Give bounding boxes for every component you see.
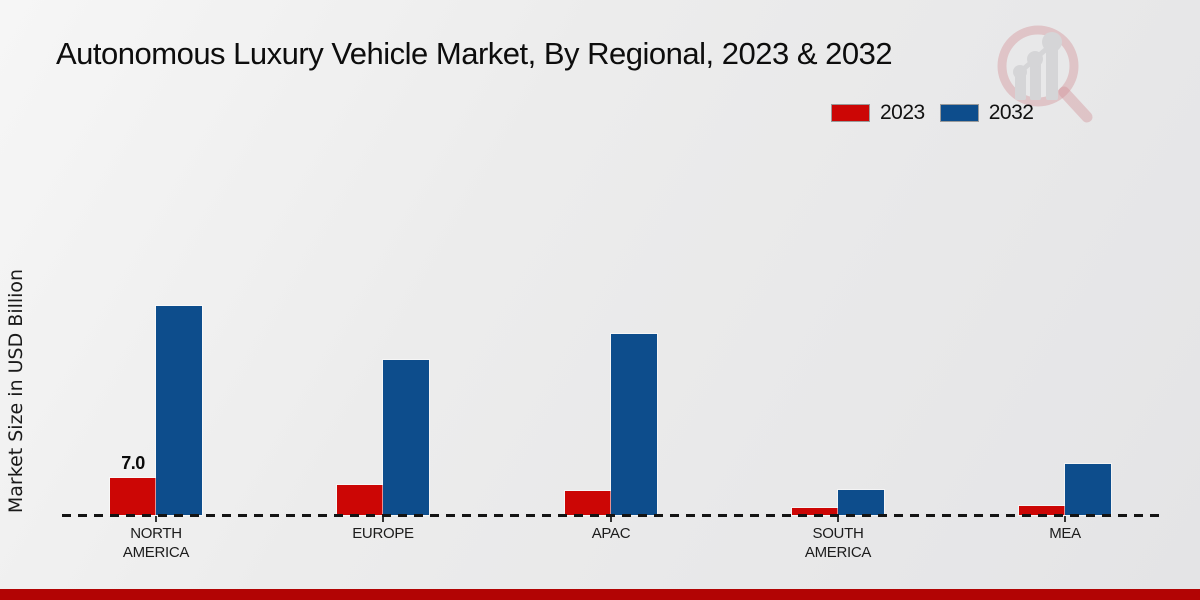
bar-2032-north-america [156, 306, 202, 515]
category-label-europe: EUROPE [352, 525, 414, 542]
bar-2023-north-america [110, 478, 156, 515]
bar-2023-south-america [792, 508, 838, 515]
bar-2023-mea [1019, 506, 1065, 515]
magnifier-chart-logo-icon [997, 25, 1093, 123]
legend-swatch-2023 [832, 105, 869, 121]
category-label-mea: MEA [1049, 525, 1081, 542]
bar-2032-mea [1065, 464, 1111, 515]
legend-label-2023: 2023 [880, 101, 925, 124]
bar-2023-europe [337, 485, 383, 515]
category-label-north-america: NORTH AMERICA [122, 525, 190, 561]
x-axis-baseline [62, 514, 1160, 517]
legend-label-2032: 2032 [988, 101, 1034, 124]
legend-item-2032: 2032 [940, 101, 1034, 125]
bar-2023-apac [565, 491, 611, 515]
x-axis-tick [837, 516, 839, 522]
x-axis-tick [382, 516, 384, 522]
bar-2032-apac [611, 334, 657, 515]
footer-accent-bar [0, 589, 1200, 600]
category-label-apac: APAC [591, 525, 631, 542]
legend: 2023 2032 [832, 101, 1034, 125]
legend-swatch-2032 [940, 105, 978, 121]
bar-value-label: 7.0 [121, 453, 145, 473]
bar-2032-south-america [838, 490, 884, 515]
bar-2032-europe [383, 360, 429, 515]
x-axis-tick [155, 516, 157, 522]
category-label-south-america: SOUTH AMERICA [804, 525, 872, 561]
x-axis-tick [1064, 516, 1066, 522]
legend-item-2023: 2023 [832, 101, 925, 125]
chart-title: Autonomous Luxury Vehicle Market, By Reg… [56, 36, 893, 71]
x-axis-tick [610, 516, 612, 522]
